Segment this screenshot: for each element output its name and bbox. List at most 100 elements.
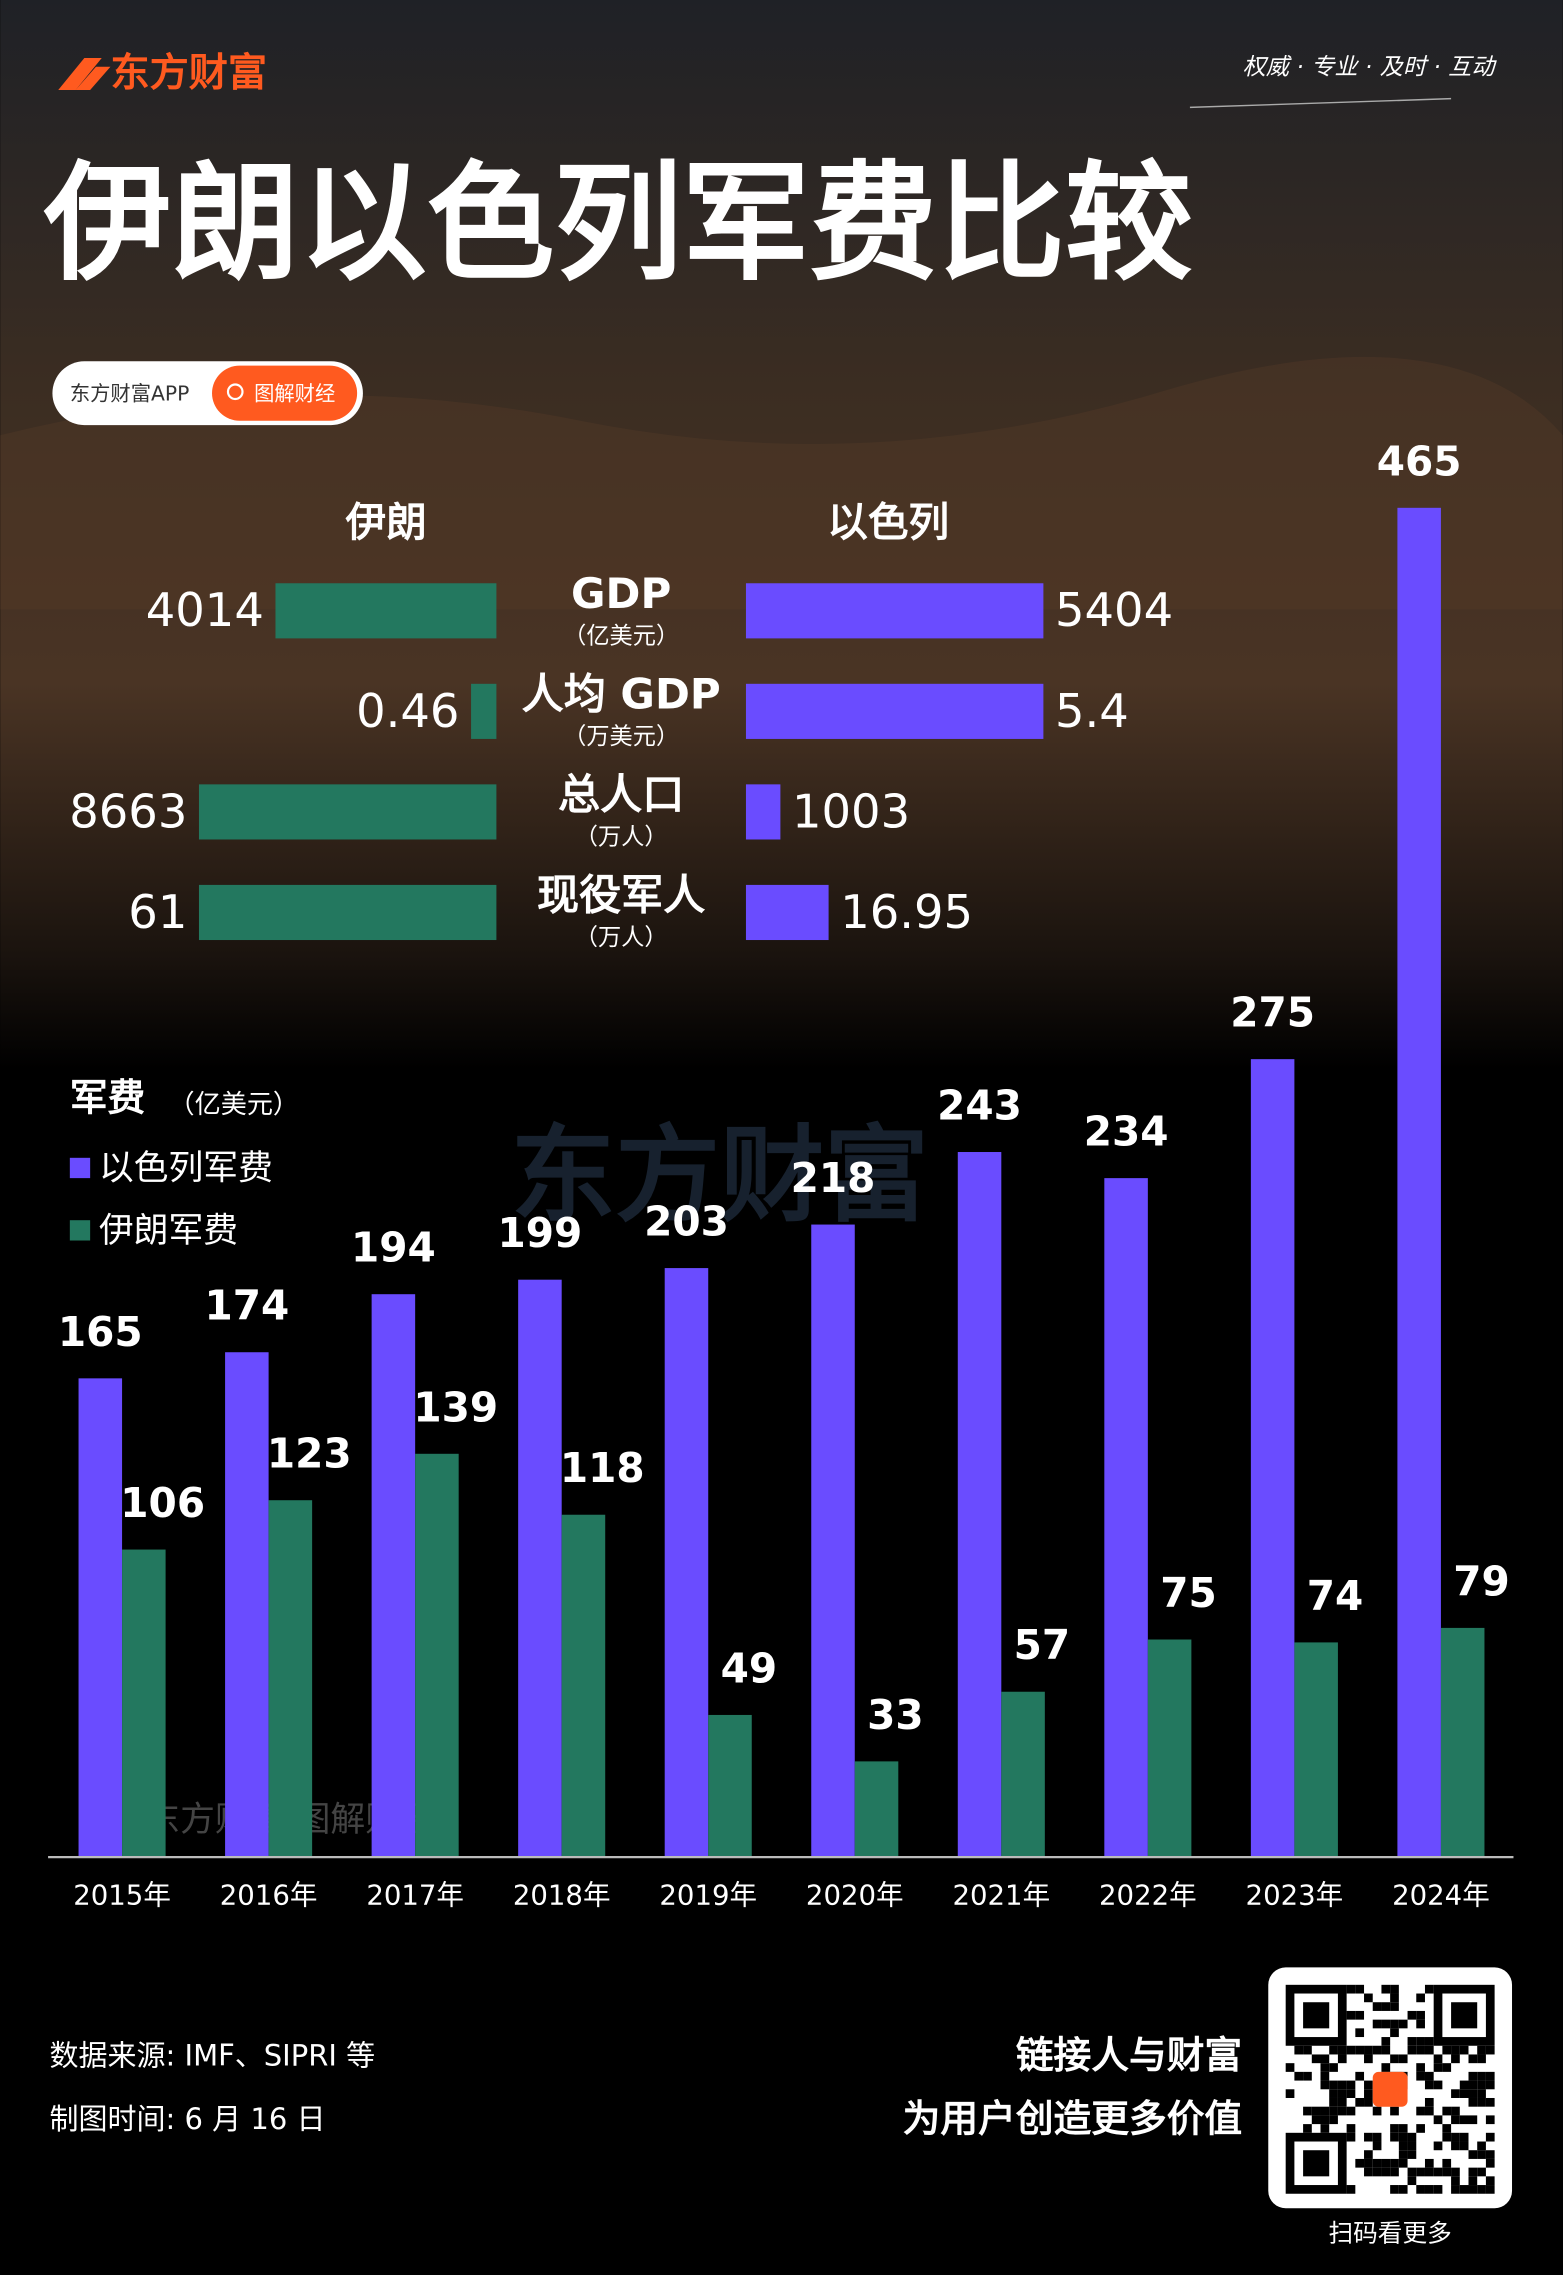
qr-cell: [1390, 2167, 1399, 2177]
qr-cell: [1416, 2045, 1425, 2055]
qr-cell: [1372, 2141, 1382, 2151]
value-label: 5.4: [1055, 684, 1129, 738]
qr-cell: [1320, 2071, 1330, 2081]
qr-cell: [1485, 2185, 1495, 2194]
qr-cell: [1424, 1984, 1434, 1994]
qr-cell: [1364, 2045, 1373, 2055]
qr-cell: [1381, 1984, 1391, 1994]
slogan-2: 为用户创造更多价值: [903, 2097, 1242, 2141]
qr-cell: [1346, 2124, 1356, 2133]
qr-cell: [1416, 2185, 1425, 2194]
qr-cell: [1442, 2132, 1452, 2142]
qr-cell: [1294, 2071, 1304, 2081]
qr-cell: [1337, 2045, 1347, 2055]
qr-cell: [1477, 2097, 1486, 2107]
qr-cell: [1407, 2010, 1417, 2020]
qr-cell: [1381, 2045, 1391, 2055]
value-label: 275: [1230, 989, 1315, 1037]
qr-cell: [1477, 2045, 1486, 2055]
x-tick-label: 2021年: [952, 1879, 1050, 1911]
qr-cell: [1372, 2132, 1382, 2142]
qr-cell: [1355, 2097, 1365, 2107]
x-tick-label: 2015年: [73, 1879, 171, 1911]
qr-cell: [1468, 2080, 1478, 2090]
category-label: 人均 GDP: [522, 669, 721, 718]
value-label: 203: [644, 1198, 729, 1246]
qr-cell: [1398, 2054, 1408, 2064]
qr-cell: [1459, 2115, 1469, 2125]
value-label: 57: [1014, 1621, 1071, 1669]
category-label: 现役军人: [537, 870, 705, 919]
value-label: 139: [413, 1383, 498, 1431]
qr-cell: [1337, 2080, 1347, 2090]
qr-cell: [1346, 2080, 1356, 2090]
bar: [1440, 1627, 1485, 1858]
tag-badge: [212, 365, 358, 421]
landscape: [0, 356, 1563, 610]
qr-cell: [1390, 2106, 1399, 2116]
qr-cell: [1459, 2132, 1469, 2142]
qr-cell: [1346, 2132, 1356, 2142]
x-tick-label: 2023年: [1246, 1879, 1344, 1911]
qr-cell: [1355, 2045, 1365, 2055]
qr-cell: [1424, 2071, 1434, 2081]
qr-cell: [1485, 2071, 1495, 2081]
qr-cell: [1381, 2167, 1391, 2177]
qr-cell: [1346, 2089, 1356, 2098]
value-label: 79: [1453, 1557, 1510, 1605]
bar: [664, 1268, 709, 1858]
qr-cell: [1381, 2063, 1391, 2072]
x-tick-label: 2024年: [1392, 1879, 1490, 1911]
qr-cell: [1442, 2045, 1452, 2055]
x-tick-label: 2016年: [220, 1879, 318, 1911]
qr-cell: [1407, 2150, 1417, 2159]
qr-cell: [1346, 2185, 1356, 2194]
qr-cell: [1416, 2124, 1425, 2133]
bar: [471, 683, 497, 739]
qr-cell: [1381, 2002, 1391, 2011]
watermark: 东方财富: [511, 1114, 929, 1236]
chart-subtitle: （亿美元）: [168, 1090, 299, 1120]
qr-cell: [1485, 2132, 1495, 2142]
qr-cell: [1346, 2106, 1356, 2116]
qr-cell: [1364, 1993, 1373, 2003]
qr-cell: [1303, 2071, 1312, 2081]
qr-cell: [1285, 2063, 1295, 2072]
legend-label: 以色列军费: [99, 1148, 273, 1188]
bar: [1147, 1639, 1192, 1858]
qr-cell: [1372, 2019, 1382, 2029]
qr-cell: [1407, 2037, 1417, 2046]
qr-cell: [1451, 2176, 1460, 2186]
bar: [371, 1294, 416, 1858]
value-label: 1003: [792, 784, 910, 838]
qr-cell: [1337, 2089, 1347, 2098]
bar: [1001, 1691, 1045, 1858]
value-label: 199: [498, 1209, 583, 1257]
chart-title: 军费: [70, 1075, 145, 1119]
qr-cell: [1442, 2158, 1452, 2168]
qr-cell: [1477, 2185, 1486, 2194]
qr-cell: [1433, 2063, 1443, 2072]
legend-swatch: [69, 1220, 91, 1241]
qr-cell: [1355, 2010, 1365, 2020]
qr-cell: [1364, 2132, 1373, 2142]
value-label: 4014: [146, 583, 264, 637]
qr-cell: [1364, 2167, 1373, 2177]
qr-cell: [1398, 2132, 1408, 2142]
qr-cell: [1381, 2037, 1391, 2046]
qr-cell: [1372, 2167, 1382, 2177]
value-label: 74: [1307, 1572, 1364, 1620]
qr-cell: [1424, 2106, 1434, 2116]
qr-cell: [1320, 2063, 1330, 2072]
legend-label: 伊朗: [345, 498, 427, 546]
value-label: 243: [937, 1081, 1022, 1129]
bar: [1294, 1642, 1338, 1858]
qr-cell: [1416, 2071, 1425, 2081]
qr-cell: [1468, 2071, 1478, 2081]
qr-cell: [1433, 2080, 1443, 2090]
qr-cell: [1407, 2176, 1417, 2186]
qr-cell: [1346, 2045, 1356, 2055]
value-label: 118: [560, 1444, 645, 1492]
value-label: 75: [1160, 1569, 1217, 1617]
qr-cell: [1390, 2028, 1399, 2038]
